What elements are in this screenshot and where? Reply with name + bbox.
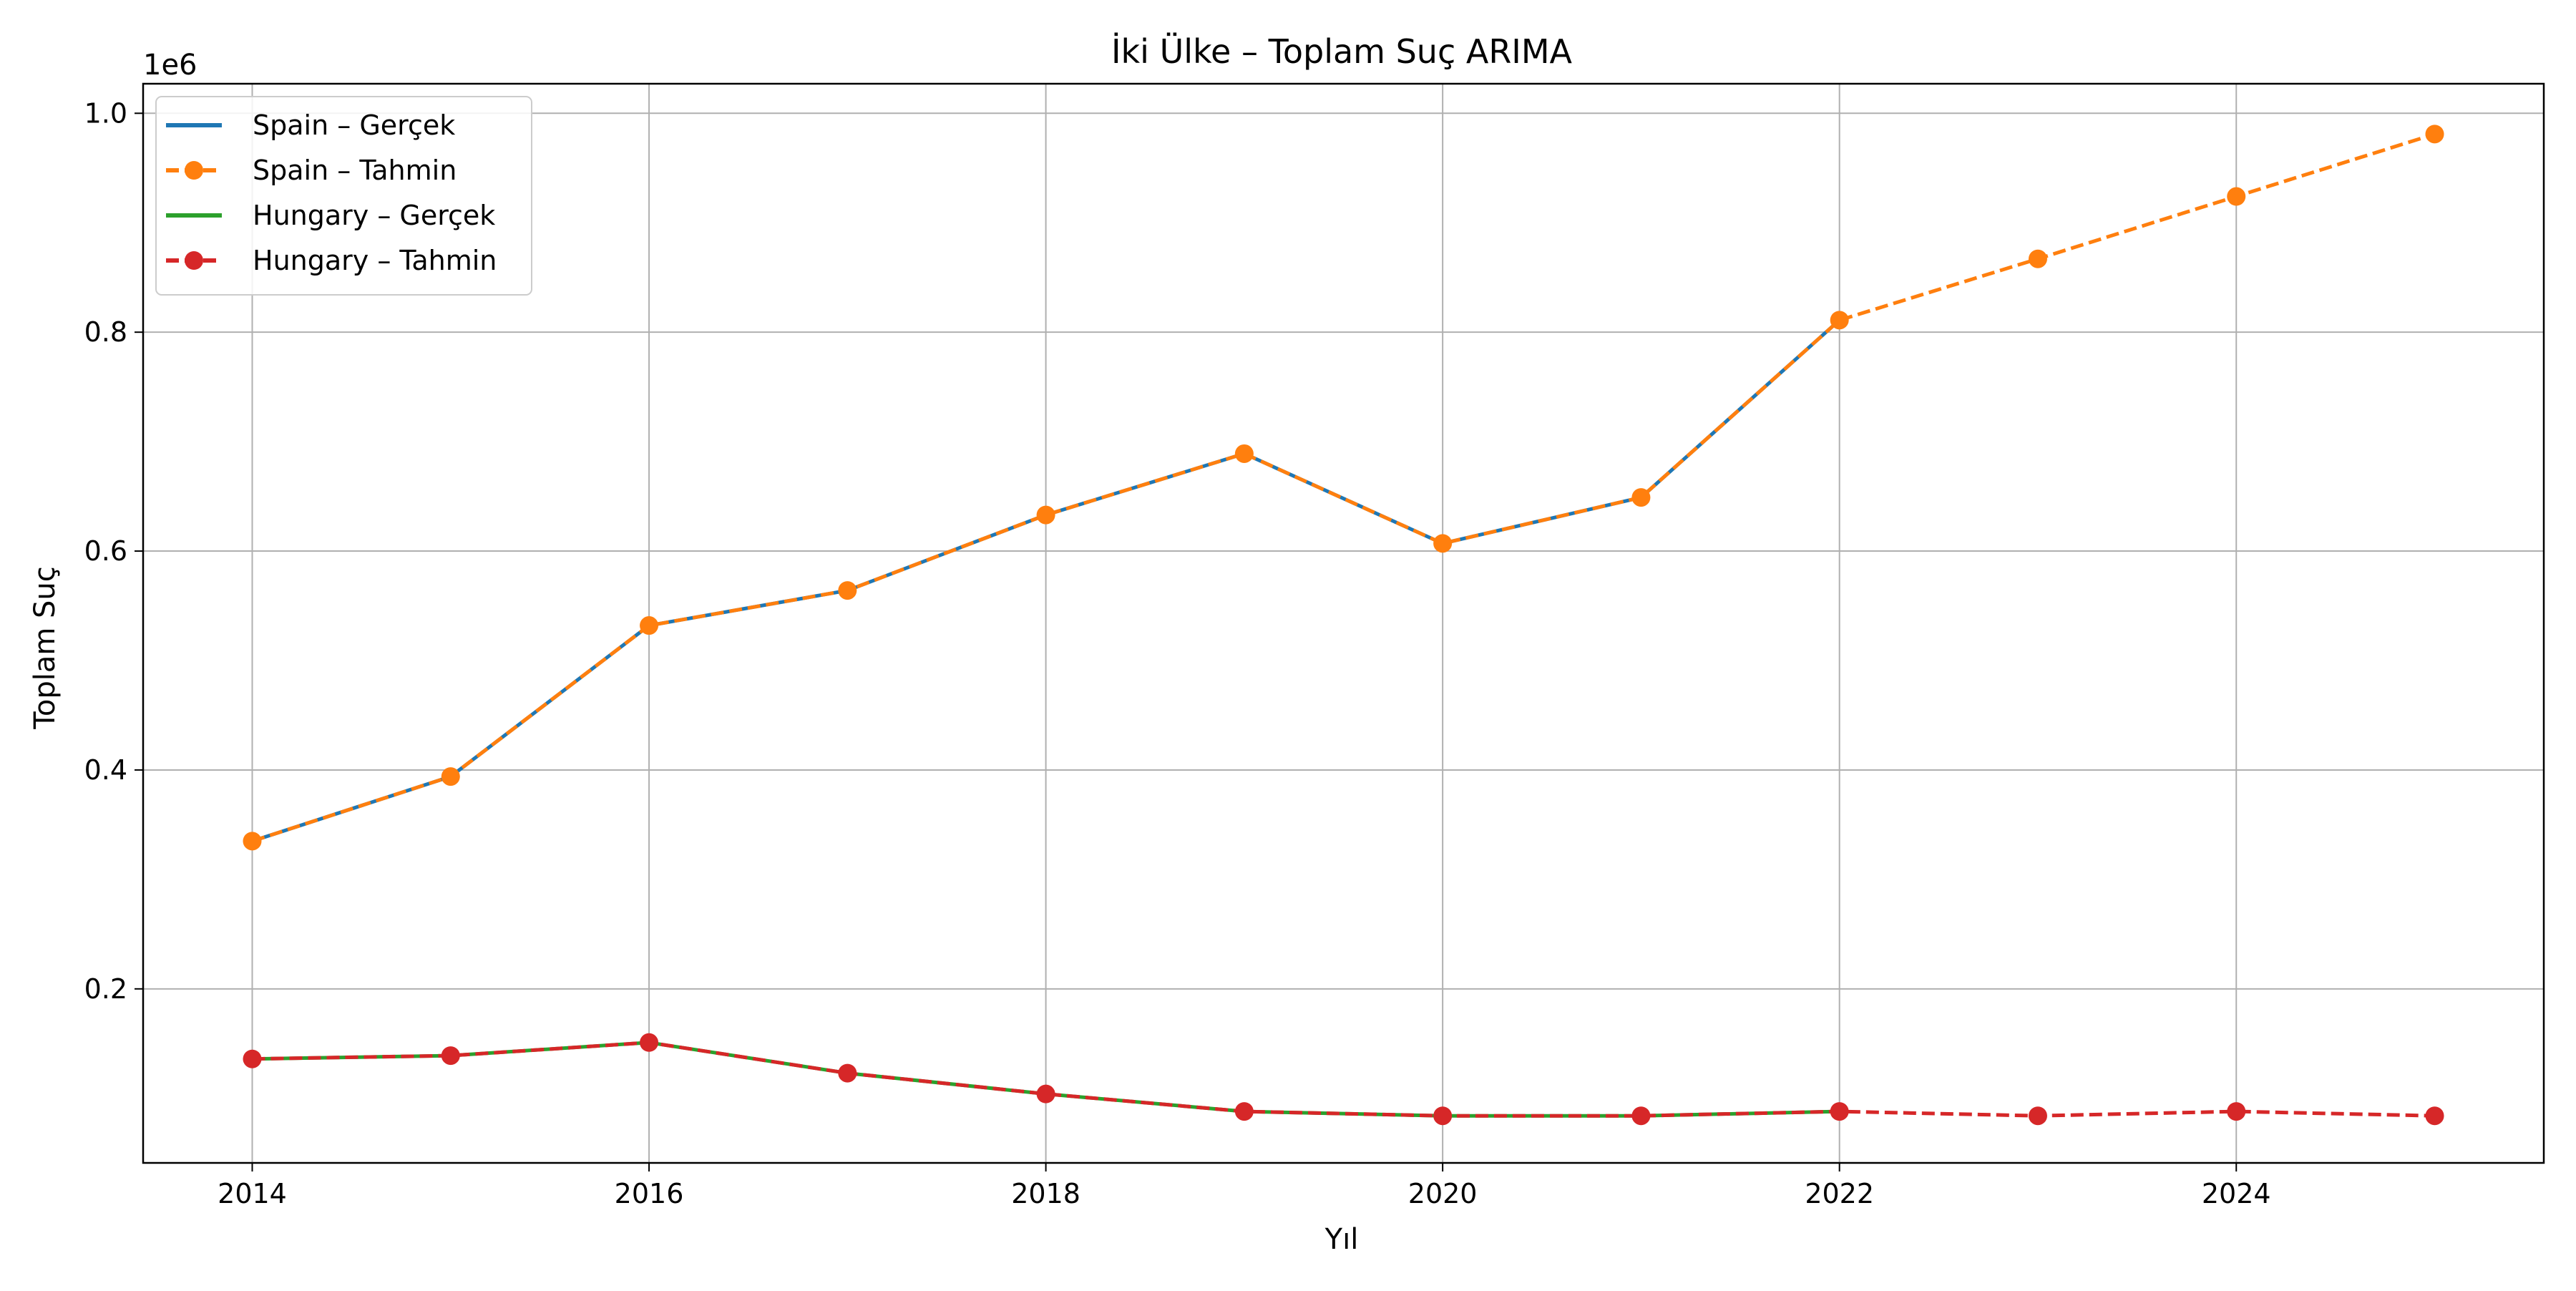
data-point bbox=[1631, 488, 1651, 507]
x-tick-label: 2024 bbox=[2202, 1178, 2271, 1209]
legend-label: Hungary – Tahmin bbox=[253, 245, 497, 276]
x-tick-label: 2014 bbox=[218, 1178, 287, 1209]
data-point bbox=[1433, 534, 1453, 553]
data-point bbox=[1433, 1106, 1453, 1126]
data-point bbox=[1830, 1102, 1849, 1121]
y-tick-label: 0.6 bbox=[84, 535, 127, 567]
data-point bbox=[2028, 249, 2047, 268]
data-point bbox=[441, 767, 460, 786]
data-point bbox=[2425, 1106, 2444, 1126]
y-tick-label: 1.0 bbox=[84, 97, 127, 129]
y-tick-label: 0.2 bbox=[84, 973, 127, 1005]
data-point bbox=[838, 1063, 857, 1083]
x-tick-label: 2022 bbox=[1805, 1178, 1874, 1209]
data-point bbox=[1234, 1102, 1254, 1121]
data-point bbox=[243, 1049, 262, 1068]
data-point bbox=[441, 1046, 460, 1066]
series-line bbox=[252, 1041, 2435, 1118]
data-point bbox=[838, 581, 857, 600]
x-tick-label: 2018 bbox=[1011, 1178, 1080, 1209]
x-axis-label: Yıl bbox=[1324, 1223, 1359, 1256]
data-point bbox=[1631, 1106, 1651, 1126]
data-point bbox=[640, 616, 659, 635]
data-point bbox=[1036, 1084, 1055, 1104]
y-tick-label: 0.8 bbox=[84, 316, 127, 348]
series-group bbox=[243, 125, 2444, 1126]
legend-label: Hungary – Gerçek bbox=[253, 200, 495, 231]
grid bbox=[143, 84, 2544, 1163]
legend-swatch-marker bbox=[185, 161, 203, 180]
data-point bbox=[2028, 1106, 2047, 1126]
data-point bbox=[2425, 125, 2444, 144]
data-point bbox=[243, 832, 262, 851]
x-tick-label: 2020 bbox=[1408, 1178, 1478, 1209]
legend: Spain – Gerçek Spain – Tahmin Hungary – Ge… bbox=[155, 96, 532, 296]
legend-swatch-marker bbox=[185, 251, 203, 270]
legend-label: Spain – Gerçek bbox=[253, 109, 455, 141]
data-point bbox=[2227, 187, 2246, 206]
data-point bbox=[2227, 1102, 2246, 1121]
y-axis-label: Toplam Suç bbox=[29, 566, 62, 730]
legend-box bbox=[155, 96, 532, 296]
plot-frame bbox=[142, 82, 2545, 1164]
series-3 bbox=[243, 1033, 2444, 1126]
data-point bbox=[1830, 311, 1849, 330]
x-tick-label: 2016 bbox=[615, 1178, 684, 1209]
y-tick-label: 0.4 bbox=[84, 754, 127, 786]
series-1 bbox=[243, 125, 2444, 851]
data-point bbox=[640, 1033, 659, 1052]
series-line bbox=[251, 132, 2436, 843]
data-point bbox=[1036, 505, 1055, 525]
axis-ticks: 2014 2016 2018 2020 2022 2024 0.2 0.4 0.6 0.8 1.0 bbox=[84, 97, 2271, 1209]
chart-title: İki Ülke – Toplam Suç ARIMA bbox=[1111, 32, 1573, 71]
y-axis-offset-label: 1e6 bbox=[143, 49, 197, 82]
legend-label: Spain – Tahmin bbox=[253, 155, 457, 186]
data-point bbox=[1234, 444, 1254, 463]
